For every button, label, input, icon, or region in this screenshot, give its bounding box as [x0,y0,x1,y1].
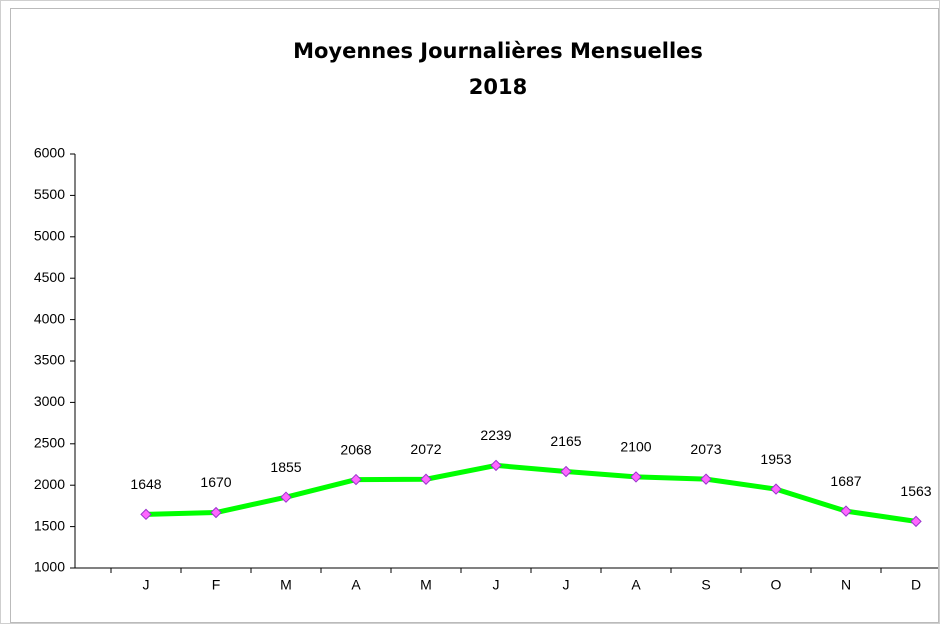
marker [280,491,292,503]
x-tick-label: D [911,577,921,593]
data-label: 1648 [130,476,161,492]
marker [350,473,362,486]
marker [630,471,642,483]
x-tick-label: F [212,577,221,593]
x-tick-label: A [631,577,641,593]
data-label: 1953 [760,451,791,467]
marker [210,506,222,519]
y-tick-label: 2500 [34,435,65,451]
x-tick-label: M [420,577,432,593]
chart-subtitle: 2018 [469,75,527,99]
marker [490,459,502,472]
data-label: 1670 [200,474,231,490]
line [145,462,917,524]
marker [420,473,432,485]
y-tick-label: 3500 [34,352,65,368]
x-tick-label: J [563,577,570,593]
x-tick-label: O [771,577,782,593]
data-label: 2073 [690,441,721,457]
y-tick-label: 1000 [34,559,65,575]
y-tick-label: 6000 [34,145,65,161]
y-tick-label: 4000 [34,310,65,326]
marker [910,515,922,528]
y-tick-label: 1500 [34,517,65,533]
y-tick-label: 3000 [34,393,65,409]
y-tick-label: 5500 [34,186,65,202]
data-label: 2068 [340,441,371,457]
marker [560,465,572,478]
marker [700,473,712,485]
data-label: 2072 [410,441,441,457]
y-tick-label: 4500 [34,269,65,285]
data-label: 1563 [900,483,931,499]
x-tick-label: S [701,577,710,593]
marker [840,505,852,517]
chart-title: Moyennes Journalières Mensuelles [293,39,703,63]
x-tick-label: M [280,577,292,593]
x-tick-label: J [143,577,150,593]
marker [140,508,152,521]
data-label: 1855 [270,459,301,475]
marker [770,483,782,495]
y-tick-label: 2000 [34,476,65,492]
data-label: 2239 [480,427,511,443]
x-tick-label: N [841,577,851,593]
chart-frame [10,8,939,623]
data-label: 1687 [830,473,861,489]
data-label: 2165 [550,433,581,449]
x-tick-label: A [351,577,361,593]
data-label: 2100 [620,439,651,455]
x-tick-label: J [493,577,500,593]
y-tick-label: 5000 [34,228,65,244]
